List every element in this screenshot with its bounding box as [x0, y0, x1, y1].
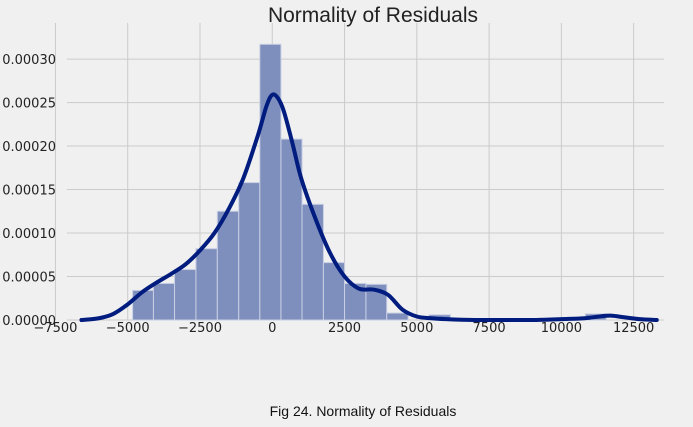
y-tick-label: 0.00020 [2, 140, 56, 155]
histogram-chart: 0.00000 0.00005 0.00010 0.00015 0.00020 0.000… [2, 4, 664, 336]
y-tick-label: 0.00005 [2, 271, 56, 286]
histogram-bar [259, 43, 282, 321]
figure-caption: Fig 24. Normality of Residuals [269, 403, 457, 419]
x-tick-label: 0 [268, 321, 276, 336]
y-tick-label: 0.00015 [2, 184, 56, 199]
histogram-bar [301, 203, 324, 321]
x-tick-label: −5000 [106, 321, 150, 336]
x-tick-label: 7500 [473, 321, 506, 336]
histogram-bar [216, 210, 240, 321]
histogram-bars [132, 43, 607, 321]
x-tick-label: 12500 [613, 321, 654, 336]
y-tick-label: 0.00000 [2, 314, 56, 329]
x-tick-label: 10000 [541, 321, 582, 336]
x-tick-labels: −7500 −5000 −2500 0 2500 5000 7500 10000 12500 [33, 321, 654, 336]
kde-curve-group [79, 92, 659, 323]
histogram-bar [195, 248, 218, 321]
x-tick-label: −2500 [178, 321, 222, 336]
histogram-bar [132, 289, 154, 321]
x-tick-label: 5000 [400, 321, 433, 336]
y-tick-label: 0.00030 [2, 53, 56, 68]
kde-curve [79, 92, 659, 323]
histogram-bar [174, 269, 197, 321]
histogram-bar [238, 182, 261, 321]
histogram-bar [386, 312, 409, 321]
chart-title: Normality of Residuals [268, 4, 478, 27]
y-tick-label: 0.00010 [2, 227, 56, 242]
x-tick-label: 2500 [328, 321, 361, 336]
histogram-bar [152, 282, 176, 321]
y-tick-label: 0.00025 [2, 97, 56, 112]
y-tick-labels: 0.00000 0.00005 0.00010 0.00015 0.00020 0.000… [2, 53, 56, 329]
grid-lines [54, 23, 664, 321]
x-tick-label: −7500 [33, 321, 77, 336]
